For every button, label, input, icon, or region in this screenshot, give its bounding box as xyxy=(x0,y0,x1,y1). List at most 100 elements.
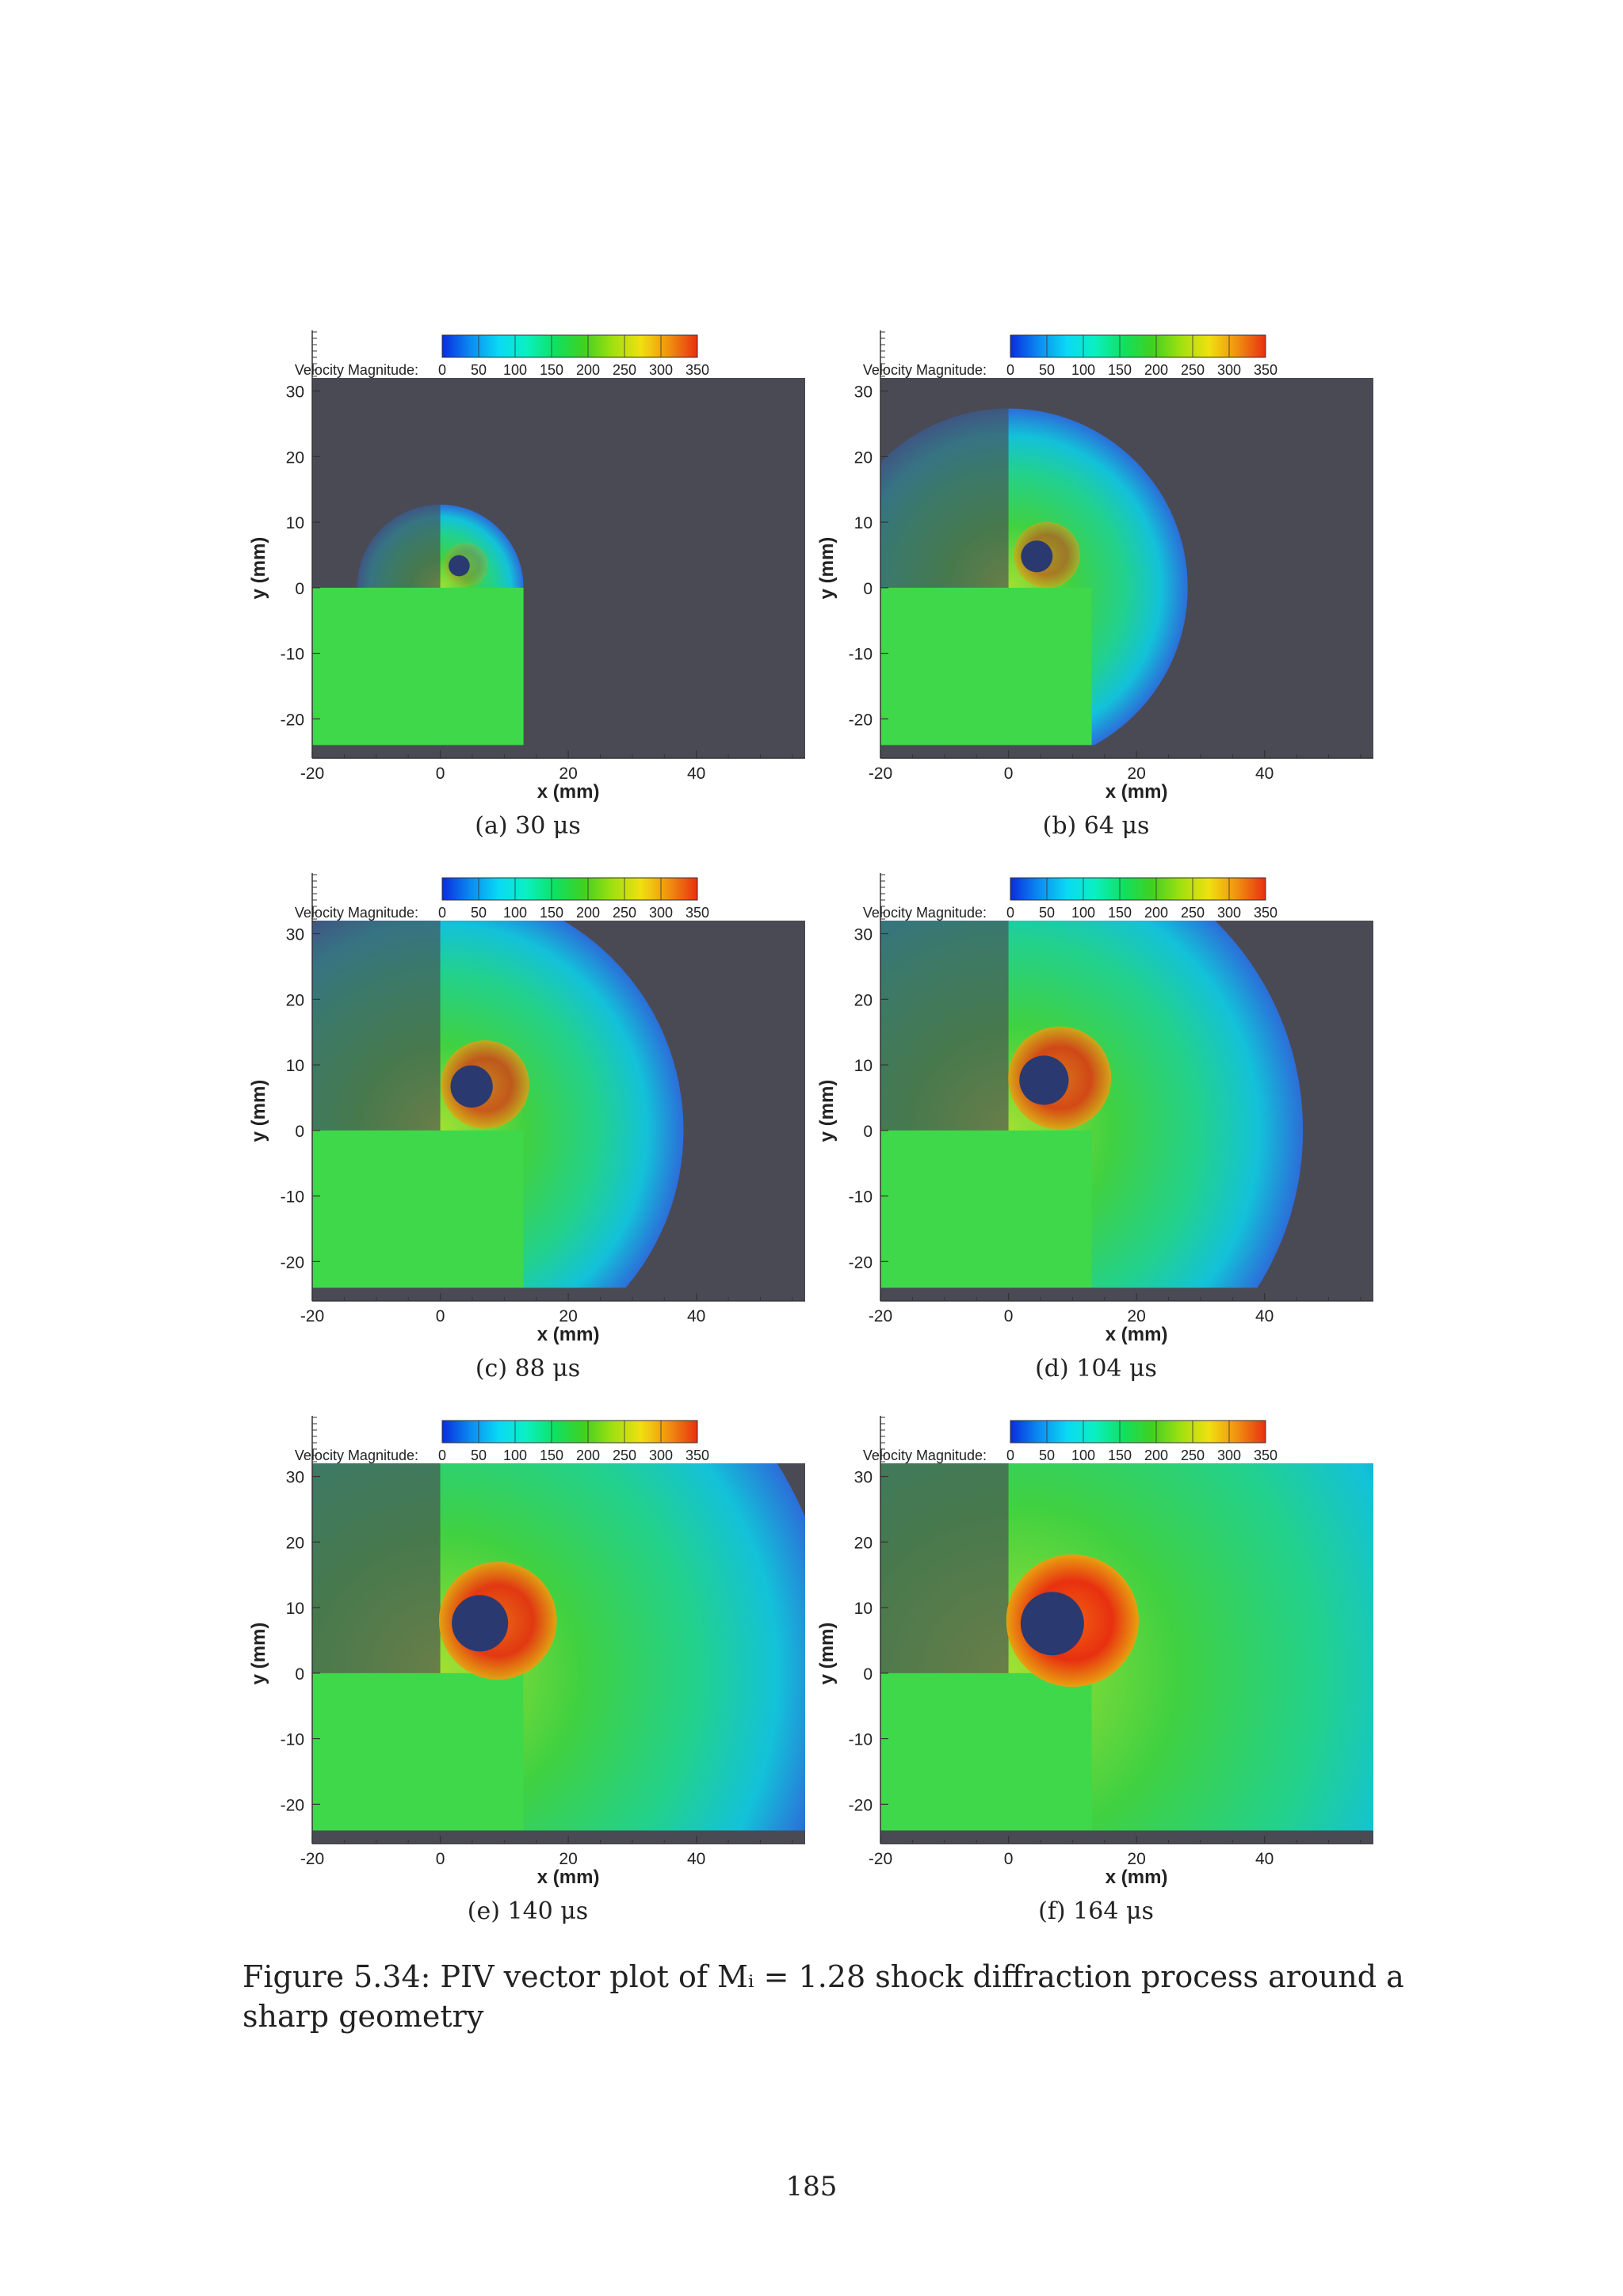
colorbar-tick-label: 150 xyxy=(1108,905,1132,921)
colorbar-tick-label: 300 xyxy=(649,905,673,921)
y-tick-label: 10 xyxy=(286,1057,304,1075)
colorbar-tick-label: 200 xyxy=(1144,1447,1168,1463)
x-tick-label: 20 xyxy=(559,1307,577,1325)
y-tick-label: 20 xyxy=(854,991,873,1009)
panel-caption-d: (d) 104 μs xyxy=(1035,1355,1157,1383)
colorbar-tick-label: 350 xyxy=(1254,362,1277,378)
colorbar-tick-label: 300 xyxy=(1217,362,1241,378)
y-tick-label: 20 xyxy=(286,1534,304,1552)
colorbar-tick-label: 150 xyxy=(540,905,563,921)
vortex-eye xyxy=(1020,1592,1084,1656)
x-tick-label: 20 xyxy=(559,765,577,783)
x-tick-label: 0 xyxy=(436,765,445,783)
y-tick-label: 20 xyxy=(286,991,304,1009)
colorbar-tick-label: 250 xyxy=(1181,1447,1205,1463)
y-tick-label: -20 xyxy=(281,711,304,729)
y-tick-label: 0 xyxy=(295,580,304,598)
y-tick-label: 0 xyxy=(295,1123,304,1141)
colorbar-tick-label: 100 xyxy=(503,905,527,921)
panel-caption-e: (e) 140 μs xyxy=(467,1897,589,1925)
figure-panel-f: 30 20 10 0 -10 -20 -20 0 20 40 x (mm) y (mm) Velocit… xyxy=(811,1406,1381,1913)
y-tick-label: -20 xyxy=(281,1796,304,1814)
figure-panel-b: 30 20 10 0 -10 -20 -20 0 20 40 x (mm) y (mm) Velocit… xyxy=(811,321,1381,828)
colorbar-tick-label: 250 xyxy=(613,1447,636,1463)
colorbar-label: Velocity Magnitude: xyxy=(295,1447,418,1463)
colorbar-tick-label: 150 xyxy=(540,1447,563,1463)
colorbar-tick-label: 200 xyxy=(576,1447,600,1463)
y-tick-label: -20 xyxy=(281,1253,304,1272)
colorbar-label: Velocity Magnitude: xyxy=(863,905,987,921)
x-tick-label: 40 xyxy=(1255,1307,1274,1325)
colorbar-label: Velocity Magnitude: xyxy=(863,1447,987,1463)
x-tick-label: 0 xyxy=(436,1307,445,1325)
x-axis-label: x (mm) xyxy=(537,781,600,803)
x-tick-label: -20 xyxy=(300,1307,324,1325)
x-tick-label: 20 xyxy=(559,1850,577,1868)
colorbar-tick-label: 250 xyxy=(1181,362,1205,378)
y-axis-label: y (mm) xyxy=(248,537,269,600)
colorbar xyxy=(1010,877,1266,901)
y-tick-label: 0 xyxy=(863,1123,873,1141)
colorbar-tick-label: 300 xyxy=(649,1447,673,1463)
y-tick-label: -20 xyxy=(849,711,873,729)
y-tick-label: -10 xyxy=(281,1188,304,1207)
panel-caption-c: (c) 88 μs xyxy=(475,1355,581,1383)
y-tick-label: 30 xyxy=(286,383,304,402)
colorbar-tick-label: 350 xyxy=(685,905,709,921)
y-tick-label: 20 xyxy=(286,448,304,467)
colorbar-tick-label: 0 xyxy=(438,362,446,378)
x-tick-label: -20 xyxy=(300,1850,324,1868)
colorbar-tick-label: 350 xyxy=(1254,1447,1277,1463)
colorbar-tick-label: 100 xyxy=(503,362,527,378)
x-tick-label: 40 xyxy=(687,1307,705,1325)
y-tick-label: 30 xyxy=(854,926,873,944)
colorbar-tick-label: 50 xyxy=(471,1447,487,1463)
colorbar-tick-label: 100 xyxy=(503,1447,527,1463)
y-tick-label: 10 xyxy=(854,1600,873,1618)
colorbar-tick-label: 50 xyxy=(471,362,487,378)
colorbar xyxy=(441,877,698,901)
x-axis-label: x (mm) xyxy=(537,1324,600,1345)
x-tick-label: 40 xyxy=(687,765,705,783)
colorbar-tick-label: 50 xyxy=(1039,1447,1055,1463)
colorbar-tick-label: 200 xyxy=(576,905,600,921)
colorbar-tick-label: 300 xyxy=(1217,905,1241,921)
colorbar-tick-label: 150 xyxy=(540,362,563,378)
x-axis-label: x (mm) xyxy=(1106,1324,1168,1345)
colorbar-tick-label: 100 xyxy=(1071,362,1095,378)
x-axis-label: x (mm) xyxy=(1106,1867,1168,1888)
x-tick-label: 40 xyxy=(1255,765,1274,783)
x-tick-label: 20 xyxy=(1127,1307,1145,1325)
colorbar-tick-label: 100 xyxy=(1071,1447,1095,1463)
colorbar-tick-label: 350 xyxy=(685,362,709,378)
y-tick-label: 30 xyxy=(854,1469,873,1487)
x-tick-label: 40 xyxy=(1255,1850,1274,1868)
figure-panel-e: 30 20 10 0 -10 -20 -20 0 20 40 x (mm) y (mm) Velocit… xyxy=(242,1406,813,1913)
x-tick-label: 0 xyxy=(1004,765,1014,783)
colorbar xyxy=(1010,334,1266,358)
page-number: 185 xyxy=(785,2171,838,2203)
y-tick-label: 30 xyxy=(286,926,304,944)
y-tick-label: -20 xyxy=(849,1253,873,1272)
colorbar-label: Velocity Magnitude: xyxy=(295,905,418,921)
panel-caption-f: (f) 164 μs xyxy=(1038,1897,1154,1925)
x-tick-label: 20 xyxy=(1127,1850,1145,1868)
y-tick-label: -20 xyxy=(849,1796,873,1814)
x-tick-label: -20 xyxy=(869,765,892,783)
y-tick-label: -10 xyxy=(849,646,873,664)
panel-caption-b: (b) 64 μs xyxy=(1042,812,1150,840)
y-tick-label: 10 xyxy=(286,1600,304,1618)
figure-panel-c: 30 20 10 0 -10 -20 -20 0 20 40 x (mm) y (mm) Velocit… xyxy=(242,864,813,1371)
colorbar xyxy=(441,334,698,358)
colorbar-tick-label: 200 xyxy=(1144,362,1168,378)
x-tick-label: -20 xyxy=(869,1850,892,1868)
figure-panel-a: 30 20 10 0 -10 -20 -20 0 20 40 x (mm) y (mm) Velocit… xyxy=(242,321,813,828)
colorbar-tick-label: 200 xyxy=(1144,905,1168,921)
vortex-eye xyxy=(452,1595,509,1652)
colorbar-tick-label: 300 xyxy=(649,362,673,378)
colorbar-tick-label: 250 xyxy=(1181,905,1205,921)
